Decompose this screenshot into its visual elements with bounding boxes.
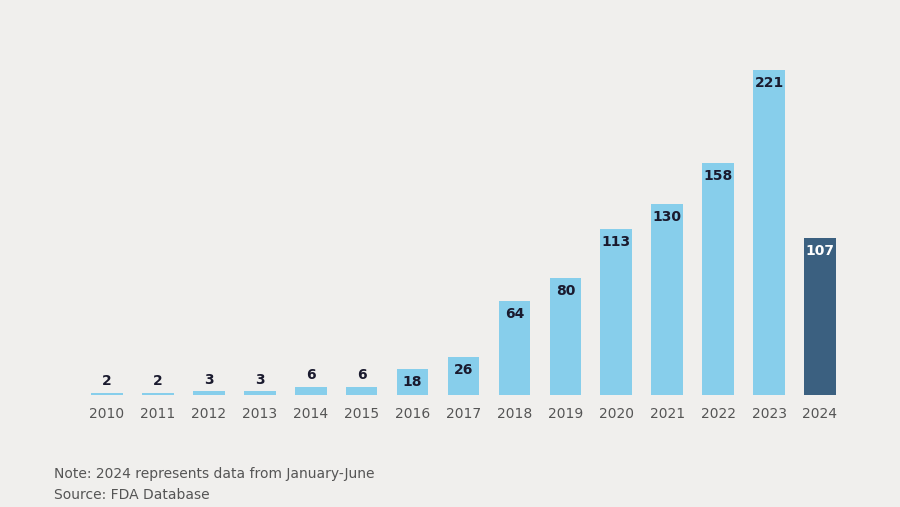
Text: 3: 3 [204, 373, 213, 387]
Text: Note: 2024 represents data from January-June
Source: FDA Database: Note: 2024 represents data from January-… [54, 467, 374, 502]
Bar [91, 392, 122, 395]
Text: 26: 26 [454, 363, 473, 377]
Text: 80: 80 [555, 283, 575, 298]
Text: 2: 2 [102, 374, 112, 388]
Text: 6: 6 [356, 368, 366, 382]
Text: 6: 6 [306, 368, 316, 382]
Bar [447, 357, 480, 395]
Text: 158: 158 [704, 169, 733, 183]
Bar [499, 301, 530, 395]
Text: 113: 113 [602, 235, 631, 249]
Text: 107: 107 [806, 244, 834, 258]
Bar [652, 204, 683, 395]
Text: 18: 18 [403, 375, 422, 389]
Bar [702, 163, 733, 395]
Bar [805, 238, 836, 395]
Bar [753, 70, 785, 395]
Bar [550, 278, 581, 395]
Bar [142, 392, 174, 395]
Text: 3: 3 [255, 373, 265, 387]
Bar [194, 391, 225, 395]
Bar [346, 387, 377, 395]
Text: 221: 221 [754, 76, 784, 90]
Bar [397, 369, 428, 395]
Bar [244, 391, 275, 395]
Text: 2: 2 [153, 374, 163, 388]
Bar [295, 387, 327, 395]
Bar [600, 229, 632, 395]
Text: 64: 64 [505, 307, 524, 321]
Text: 130: 130 [652, 210, 681, 224]
